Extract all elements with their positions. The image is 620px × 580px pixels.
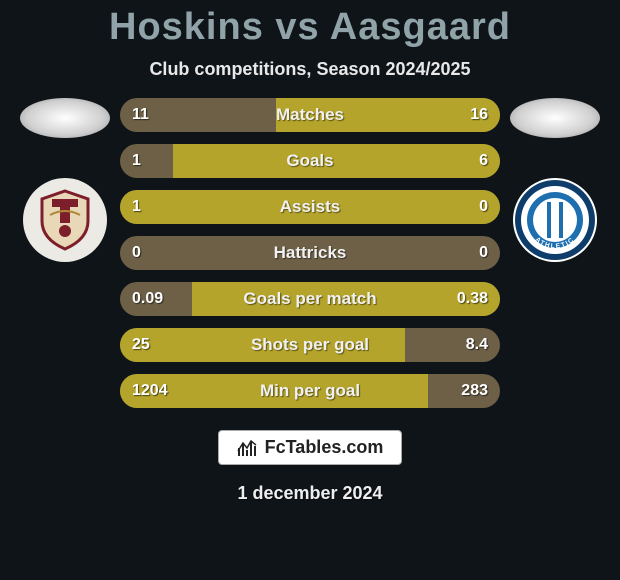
- stat-row: Hattricks0 0: [120, 236, 500, 270]
- stat-value-left: 1: [120, 144, 153, 178]
- subtitle: Club competitions, Season 2024/2025: [149, 59, 470, 80]
- stat-label: Hattricks: [120, 236, 500, 270]
- left-player-col: [10, 98, 120, 262]
- stat-row: Goals per match0.090.38: [120, 282, 500, 316]
- stat-bar-right: [192, 282, 500, 316]
- brand-text: FcTables.com: [265, 437, 384, 458]
- stat-value-left: 0.09: [120, 282, 175, 316]
- right-player-col: WIGAN ATHLETIC: [500, 98, 610, 262]
- stat-row: Shots per goal258.4: [120, 328, 500, 362]
- stat-value-right: 0: [467, 236, 500, 270]
- date-text: 1 december 2024: [237, 483, 382, 504]
- stat-bar-left: [120, 374, 428, 408]
- stat-value-right: 283: [449, 374, 500, 408]
- page-title: Hoskins vs Aasgaard: [109, 6, 511, 49]
- right-club-badge: WIGAN ATHLETIC: [513, 178, 597, 262]
- comparison-panel: Matches1116 Goals16 Assists10 Hattricks0 0 Go…: [0, 98, 620, 408]
- stat-row: Assists10: [120, 190, 500, 224]
- stat-bar-left: [120, 328, 405, 362]
- left-avatar-placeholder: [20, 98, 110, 138]
- right-avatar-placeholder: [510, 98, 600, 138]
- stats-list: Matches1116 Goals16 Assists10 Hattricks0 0 Go…: [120, 98, 500, 408]
- brand-badge: FcTables.com: [218, 430, 403, 465]
- stat-bar-left: [120, 190, 500, 224]
- left-club-badge: [23, 178, 107, 262]
- stat-value-right: 8.4: [454, 328, 500, 362]
- brand-icon: [237, 438, 259, 458]
- stat-value-left: 11: [120, 98, 161, 132]
- stat-row: Min per goal1204283: [120, 374, 500, 408]
- stat-bar-right: [276, 98, 500, 132]
- stat-value-left: 0: [120, 236, 153, 270]
- stat-bar-right: [173, 144, 500, 178]
- stat-row: Matches1116: [120, 98, 500, 132]
- stat-row: Goals16: [120, 144, 500, 178]
